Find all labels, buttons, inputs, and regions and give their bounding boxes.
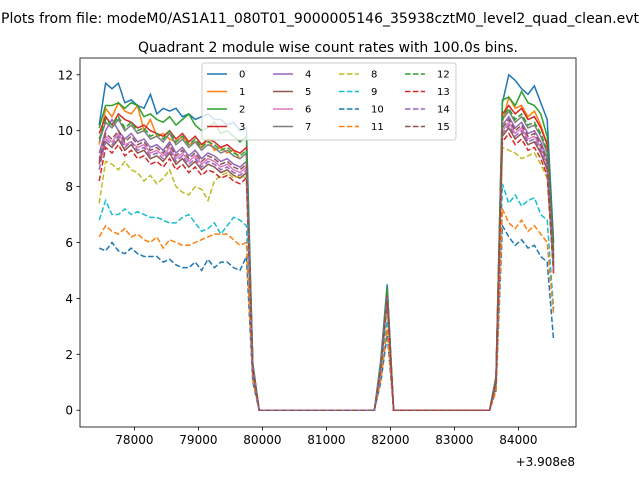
legend-label-9: 9	[371, 87, 377, 98]
series-line-15	[98, 118, 555, 411]
y-tick-label: 4	[65, 292, 73, 306]
figure-suptitle: Plots from file: modeM0/AS1A11_080T01_90…	[1, 11, 639, 27]
legend-label-8: 8	[371, 70, 377, 81]
plot-area	[79, 57, 577, 428]
x-tick-label: 83000	[435, 433, 473, 447]
x-tick-label: 84000	[499, 433, 537, 447]
legend-label-1: 1	[239, 87, 245, 98]
x-axis: 78000 79000 80000 81000 82000 83000 84000	[115, 427, 537, 447]
legend-label-3: 3	[239, 122, 245, 133]
y-tick-label: 2	[65, 348, 73, 362]
x-axis-offset-label: +3.908e8	[516, 455, 575, 469]
x-tick-label: 82000	[371, 433, 409, 447]
y-tick-label: 8	[65, 180, 73, 194]
legend-label-7: 7	[305, 122, 311, 133]
x-tick-label: 79000	[179, 433, 217, 447]
y-axis: 0 2 4 6 8 10 12	[58, 68, 80, 418]
legend-label-12: 12	[437, 70, 450, 81]
y-tick-label: 0	[65, 404, 73, 418]
legend-label-11: 11	[371, 122, 384, 133]
x-tick-label: 80000	[243, 433, 281, 447]
legend-label-6: 6	[305, 105, 311, 116]
legend-label-5: 5	[305, 87, 311, 98]
legend-label-14: 14	[437, 105, 450, 116]
series-layer	[98, 73, 555, 411]
x-tick-label: 81000	[307, 433, 345, 447]
y-tick-label: 6	[65, 236, 73, 250]
legend-label-0: 0	[239, 70, 245, 81]
y-tick-label: 12	[58, 68, 73, 82]
legend-box	[201, 62, 457, 141]
chart-title: Quadrant 2 module wise count rates with …	[138, 40, 518, 56]
legend-label-2: 2	[239, 105, 245, 116]
y-tick-label: 10	[58, 124, 73, 138]
legend-label-13: 13	[437, 87, 450, 98]
legend-label-4: 4	[305, 70, 311, 81]
legend-label-10: 10	[371, 105, 384, 116]
x-tick-label: 78000	[115, 433, 153, 447]
legend-label-15: 15	[437, 122, 450, 133]
